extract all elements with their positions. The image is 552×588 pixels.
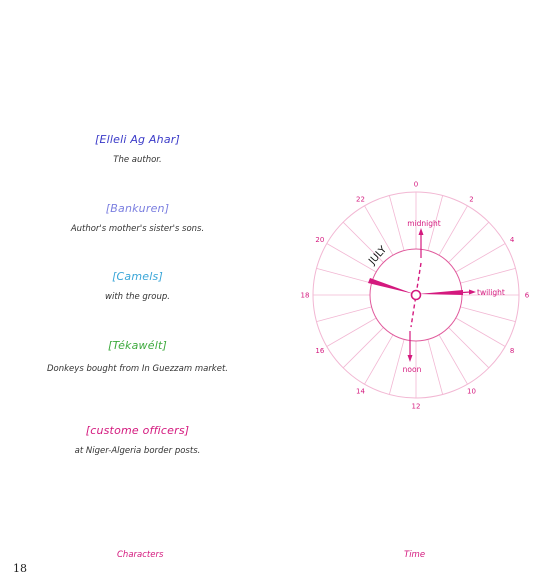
character-name: [Camels] xyxy=(112,270,163,283)
midnight-arrowhead xyxy=(418,228,424,235)
hour-ray xyxy=(342,221,384,263)
hour-ray xyxy=(342,327,384,369)
hour-ray xyxy=(316,306,372,323)
hour-label: 2 xyxy=(469,195,473,203)
hour-rays xyxy=(313,192,519,398)
midnight-label: midnight xyxy=(407,219,441,228)
center-marker xyxy=(410,289,422,301)
character-description: The author. xyxy=(113,155,162,165)
hour-ray xyxy=(388,339,405,395)
character-name: [custome officers] xyxy=(85,424,190,437)
hour-label: 4 xyxy=(510,236,515,244)
hour-ray xyxy=(364,205,394,256)
page-number: 18 xyxy=(13,562,27,575)
hour-ray xyxy=(455,243,506,273)
hour-ray xyxy=(460,306,516,323)
hour-ray xyxy=(455,317,506,347)
inner-ring xyxy=(369,248,463,342)
character-entry: [Elleli Ag Ahar] The author. xyxy=(0,133,275,165)
hour-ray xyxy=(438,205,468,256)
character-name: [Tékawélt] xyxy=(108,339,167,352)
hour-ray xyxy=(364,334,394,385)
noon-arrowhead xyxy=(407,355,413,362)
characters-column-label: Characters xyxy=(117,550,164,560)
july-wedge xyxy=(368,278,414,294)
character-description: at Niger-Algeria border posts. xyxy=(74,446,201,456)
twilight-arrow xyxy=(462,291,471,294)
noon-label: noon xyxy=(403,365,422,374)
twilight-label: twilight xyxy=(477,288,505,297)
character-entry: [Camels] with the group. xyxy=(0,270,275,302)
character-entry: [Tékawélt] Donkeys bought from In Guezza… xyxy=(0,339,275,374)
hour-ray xyxy=(427,339,444,395)
outer-ring xyxy=(312,191,520,399)
hour-ray xyxy=(326,243,377,273)
character-entry: [custome officers] at Niger-Algeria bord… xyxy=(0,424,275,456)
hour-label: 16 xyxy=(315,347,324,355)
hour-labels: 0 2 4 6 8 10 12 14 16 18 20 22 xyxy=(301,181,530,411)
hour-label: 10 xyxy=(467,388,476,396)
hour-label: 22 xyxy=(356,195,365,203)
character-description: Donkeys bought from In Guezzam market. xyxy=(47,364,228,374)
twilight-arrowhead xyxy=(469,289,476,295)
hour-label: 20 xyxy=(315,236,324,244)
hour-label: 12 xyxy=(412,403,421,411)
hour-label: 18 xyxy=(301,292,310,300)
hour-label: 8 xyxy=(510,347,514,355)
hour-ray xyxy=(438,334,468,385)
character-description: Author's mother's sister's sons. xyxy=(70,224,205,234)
hour-ray xyxy=(326,317,377,347)
time-column-label: Time xyxy=(404,550,426,560)
hour-label: 14 xyxy=(356,388,365,396)
hour-ray xyxy=(448,221,490,263)
character-name: [Bankuren] xyxy=(105,202,170,215)
twilight-wedge xyxy=(418,290,463,295)
hour-label: 6 xyxy=(525,292,530,300)
hour-label: 0 xyxy=(414,181,418,189)
character-name: [Elleli Ag Ahar] xyxy=(95,133,180,146)
hour-ray xyxy=(427,195,444,251)
hour-ray xyxy=(448,327,490,369)
midnight-noon-axis xyxy=(410,262,422,328)
character-entry: [Bankuren] Author's mother's sister's so… xyxy=(0,202,275,234)
character-description: with the group. xyxy=(105,292,170,302)
hour-ray xyxy=(388,195,405,251)
hour-ray xyxy=(316,267,372,284)
month-label: JULY xyxy=(366,244,389,268)
hour-ray xyxy=(460,267,516,284)
